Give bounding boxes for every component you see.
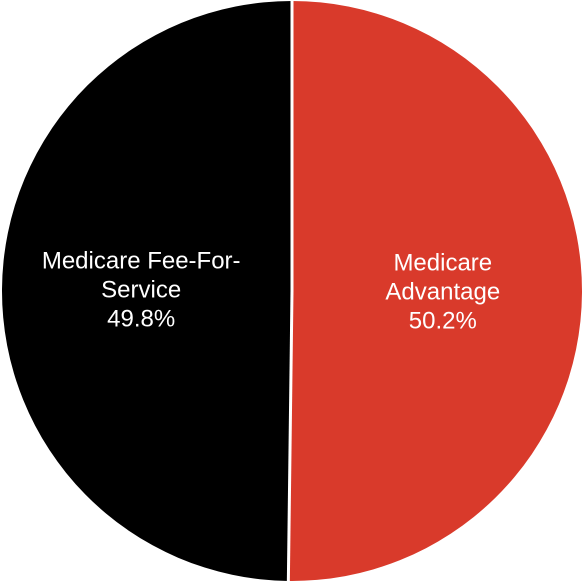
category-label: Medicare Fee-For-Service: [41, 247, 241, 304]
category-label: Medicare Advantage: [385, 249, 501, 306]
slice-label: Medicare Advantage 50.2%: [328, 248, 558, 335]
pie-slice: [288, 1, 582, 581]
slice-label: Medicare Fee-For-Service 49.8%: [26, 247, 256, 334]
slice-separator: [286, 290, 294, 581]
value-label: 49.8%: [107, 305, 176, 333]
value-label: 50.2%: [408, 307, 477, 335]
pie-slice: [1, 1, 292, 581]
